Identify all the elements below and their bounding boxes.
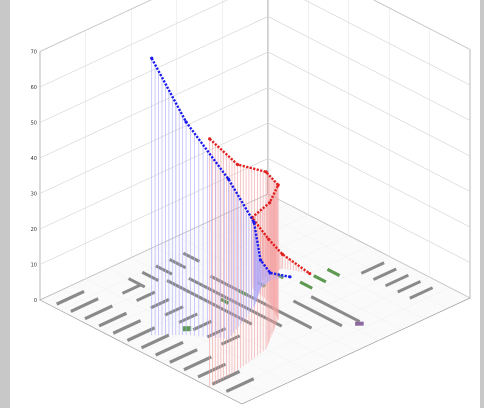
z-grid-line <box>39 122 471 230</box>
figure-frame: 0 10 20 30 40 50 60 70 <box>10 0 480 408</box>
floor-bar <box>140 333 170 350</box>
floor-bar <box>164 305 184 317</box>
z-tick-label: 20 <box>31 227 37 233</box>
z-tick-label: 50 <box>31 121 37 127</box>
z-grid-line <box>39 158 471 265</box>
floor-green-marker <box>299 280 313 290</box>
series-point <box>308 271 312 276</box>
floor-bar <box>310 295 361 323</box>
z-tick-label: 10 <box>31 263 37 269</box>
z-grid-line <box>39 0 471 88</box>
series-point <box>235 162 240 167</box>
series-point <box>208 137 212 141</box>
floor-green-marker <box>326 267 341 277</box>
floor-bar <box>292 299 343 328</box>
series-point <box>252 220 256 224</box>
series-lines <box>150 56 312 279</box>
series-point <box>267 237 271 241</box>
series-point <box>259 258 263 262</box>
floor-bar <box>70 297 99 313</box>
plot-3d: 0 10 20 30 40 50 60 70 <box>31 0 471 405</box>
series-point <box>150 56 154 60</box>
floor-bar <box>209 274 313 330</box>
floor-bar <box>220 334 241 346</box>
floor-bar <box>56 289 85 306</box>
floor-bar <box>126 326 156 342</box>
z-tick-label: 0 <box>34 298 37 304</box>
series-point <box>268 271 272 275</box>
floor-bar <box>84 304 113 321</box>
floor-bar <box>112 319 142 335</box>
floor-green-marker <box>313 274 327 284</box>
series-point <box>276 183 280 187</box>
floor-bar <box>225 377 255 393</box>
series-point <box>226 177 231 181</box>
floor-grid-line <box>201 277 430 384</box>
series-point <box>280 252 285 256</box>
floor-bar <box>169 348 198 364</box>
floor-bar <box>183 355 212 372</box>
floor-bar <box>211 370 241 386</box>
floor-bar <box>372 267 397 281</box>
floor-bar <box>206 327 227 339</box>
series-point <box>184 120 188 124</box>
floor-grid-line <box>245 204 448 309</box>
floor-bar <box>360 261 385 275</box>
floor-bar <box>409 286 434 300</box>
z-tick-label: 30 <box>31 192 37 198</box>
floor-bar <box>127 277 146 289</box>
floor-grid-line <box>176 236 379 341</box>
floor-bar <box>150 298 170 310</box>
floor-bar <box>154 340 184 357</box>
z-tick-labels: 0 10 20 30 40 50 60 70 <box>31 50 37 305</box>
floor-bar <box>121 283 142 295</box>
floor-bar <box>397 280 422 294</box>
z-grid-line <box>39 16 471 123</box>
floor-bar <box>384 273 409 288</box>
floor-grid-line <box>222 215 425 320</box>
series-point <box>268 201 272 205</box>
z-grid-line <box>39 0 471 52</box>
floor-bar <box>98 311 128 328</box>
floor-bar <box>192 319 213 332</box>
z-tick-label: 60 <box>31 85 37 91</box>
series-point <box>264 170 268 174</box>
z-grid-line <box>39 87 471 194</box>
floor-grid-line <box>221 287 450 394</box>
z-tick-label: 40 <box>31 156 37 162</box>
z-tick-label: 70 <box>31 50 37 56</box>
z-grid-line <box>39 51 471 159</box>
series-point <box>288 275 292 279</box>
floor-bar <box>141 270 160 282</box>
z-grid-line <box>39 193 471 301</box>
